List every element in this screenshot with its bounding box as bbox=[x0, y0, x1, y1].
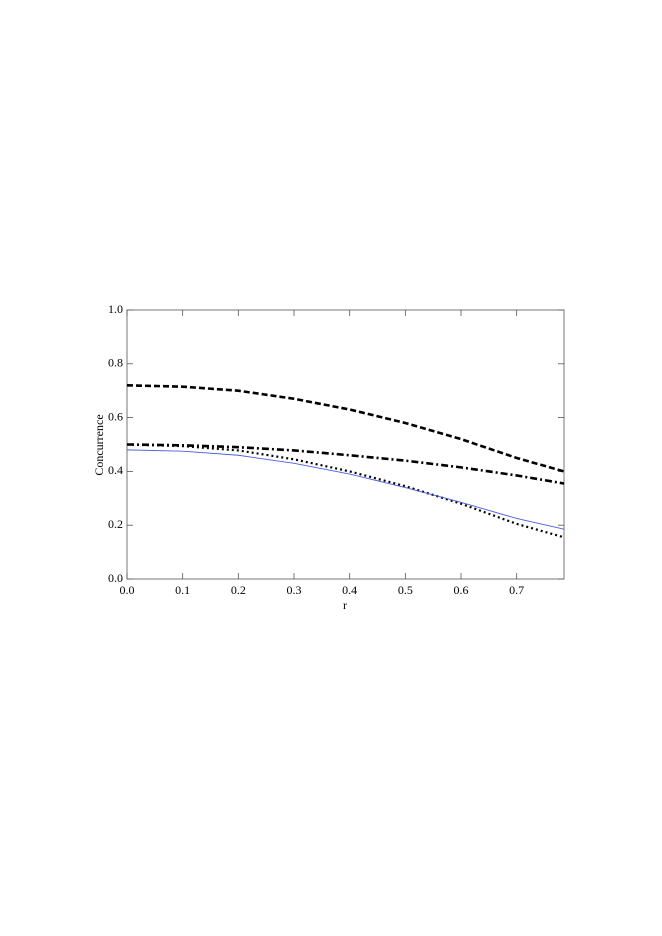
x-tick-label: 0.1 bbox=[175, 583, 190, 597]
x-tick-label: 0.6 bbox=[454, 583, 469, 597]
y-tick-label: 0.0 bbox=[108, 571, 123, 585]
y-tick-label: 0.2 bbox=[108, 517, 123, 531]
x-tick-label: 0.0 bbox=[120, 583, 135, 597]
x-tick-label: 0.2 bbox=[231, 583, 246, 597]
y-axis-label: Concurrence bbox=[92, 414, 106, 475]
y-tick-label: 0.6 bbox=[108, 409, 123, 423]
x-tick-label: 0.4 bbox=[342, 583, 357, 597]
series-line bbox=[126, 449, 565, 530]
series-line bbox=[126, 443, 565, 485]
x-tick-label: 0.7 bbox=[509, 583, 524, 597]
x-axis-label: r bbox=[343, 598, 347, 612]
series-line bbox=[126, 384, 565, 473]
y-tick-label: 0.8 bbox=[108, 356, 123, 370]
series-line bbox=[126, 443, 565, 539]
x-tick-label: 0.5 bbox=[398, 583, 413, 597]
x-tick-label: 0.3 bbox=[287, 583, 302, 597]
y-tick-label: 1.0 bbox=[108, 302, 123, 316]
y-tick-label: 0.4 bbox=[108, 463, 123, 477]
